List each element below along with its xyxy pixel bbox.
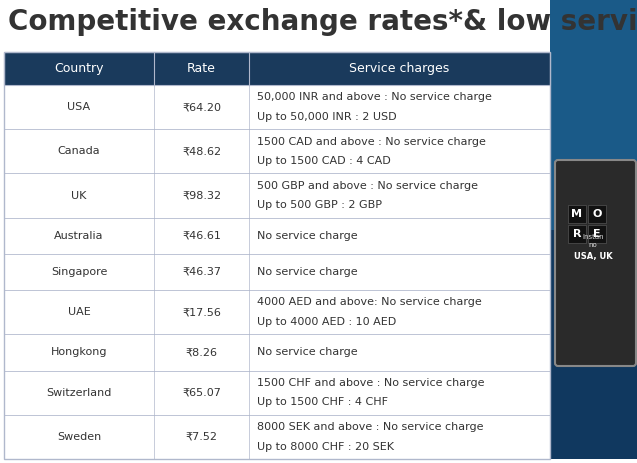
Text: Hongkong: Hongkong (51, 347, 107, 357)
Text: ₹46.37: ₹46.37 (182, 267, 221, 277)
Text: UAE: UAE (68, 307, 90, 317)
Bar (4, 254, 550, 290)
Text: 1500 CHF and above : No service charge: 1500 CHF and above : No service charge (257, 378, 485, 388)
Text: O: O (592, 209, 602, 219)
Text: R: R (573, 229, 581, 239)
Text: ₹65.07: ₹65.07 (182, 388, 221, 398)
Text: 500 GBP and above : No service charge: 500 GBP and above : No service charge (257, 181, 478, 191)
Bar (4, 129, 550, 174)
Text: Up to 4000 AED : 10 AED: Up to 4000 AED : 10 AED (257, 317, 396, 327)
Bar (4, 52, 550, 85)
Text: 4000 AED and above: No service charge: 4000 AED and above: No service charge (257, 298, 482, 307)
Bar (4, 334, 550, 370)
Text: Sweden: Sweden (57, 432, 101, 442)
Text: Switzerland: Switzerland (47, 388, 111, 398)
Text: No service charge: No service charge (257, 231, 357, 241)
Text: no: no (589, 242, 598, 248)
Bar (550, 230, 637, 459)
Text: ₹46.61: ₹46.61 (182, 231, 221, 241)
Text: Country: Country (54, 62, 104, 75)
Text: ₹48.62: ₹48.62 (182, 146, 221, 156)
Bar (568, 225, 586, 243)
Text: Up to 500 GBP : 2 GBP: Up to 500 GBP : 2 GBP (257, 200, 382, 210)
Text: ₹98.32: ₹98.32 (182, 191, 221, 200)
Text: Up to 1500 CAD : 4 CAD: Up to 1500 CAD : 4 CAD (257, 156, 390, 166)
Text: USA, UK: USA, UK (574, 252, 612, 262)
Bar (588, 225, 606, 243)
Bar (568, 205, 586, 223)
Text: Instan: Instan (582, 234, 604, 240)
Text: No service charge: No service charge (257, 267, 357, 277)
Bar (588, 205, 606, 223)
Text: M: M (571, 209, 582, 219)
Text: No service charge: No service charge (257, 347, 357, 357)
Text: ₹17.56: ₹17.56 (182, 307, 221, 317)
Text: Australia: Australia (54, 231, 104, 241)
Text: USA: USA (68, 102, 90, 112)
Text: ₹7.52: ₹7.52 (185, 432, 217, 442)
Bar (4, 218, 550, 254)
Text: Up to 1500 CHF : 4 CHF: Up to 1500 CHF : 4 CHF (257, 397, 388, 407)
Text: 1500 CAD and above : No service charge: 1500 CAD and above : No service charge (257, 137, 486, 147)
Text: 50,000 INR and above : No service charge: 50,000 INR and above : No service charge (257, 93, 492, 102)
Text: Rate: Rate (187, 62, 216, 75)
Bar (550, 0, 637, 459)
Bar (4, 415, 550, 459)
Bar (4, 52, 550, 459)
Text: E: E (593, 229, 601, 239)
Text: Singapore: Singapore (51, 267, 107, 277)
Text: Up to 8000 CHF : 20 SEK: Up to 8000 CHF : 20 SEK (257, 442, 394, 451)
Bar (4, 370, 550, 415)
Text: ₹8.26: ₹8.26 (185, 347, 217, 357)
Text: Competitive exchange rates*& low service charges: Competitive exchange rates*& low service… (8, 8, 637, 36)
Bar (4, 85, 550, 129)
Text: Service charges: Service charges (349, 62, 450, 75)
Text: 8000 SEK and above : No service charge: 8000 SEK and above : No service charge (257, 422, 483, 432)
Bar (4, 174, 550, 218)
Text: Up to 50,000 INR : 2 USD: Up to 50,000 INR : 2 USD (257, 112, 397, 122)
Text: UK: UK (71, 191, 87, 200)
Text: Canada: Canada (58, 146, 100, 156)
Bar (4, 290, 550, 334)
Text: ₹64.20: ₹64.20 (182, 102, 221, 112)
FancyBboxPatch shape (555, 160, 636, 366)
